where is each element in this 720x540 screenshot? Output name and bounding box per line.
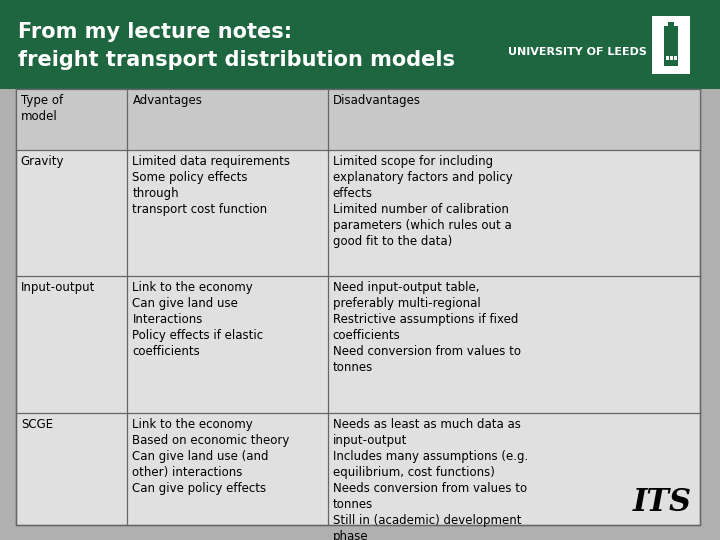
Text: ITS: ITS — [633, 487, 692, 518]
Text: Input-output: Input-output — [21, 281, 95, 294]
Text: SCGE: SCGE — [21, 418, 53, 431]
Text: Gravity: Gravity — [21, 155, 64, 168]
Text: Disadvantages: Disadvantages — [333, 94, 420, 107]
Text: From my lecture notes:: From my lecture notes: — [18, 22, 292, 42]
Text: freight transport distribution models: freight transport distribution models — [18, 50, 455, 70]
Text: Advantages: Advantages — [132, 94, 202, 107]
Bar — [652, 16, 690, 73]
Bar — [673, 56, 677, 59]
Bar — [16, 89, 700, 150]
Text: Type of
model: Type of model — [21, 94, 63, 123]
Bar — [668, 22, 674, 33]
Text: UNIVERSITY OF LEEDS: UNIVERSITY OF LEEDS — [508, 46, 647, 57]
Text: Need input-output table,
preferably multi-regional
Restrictive assumptions if fi: Need input-output table, preferably mult… — [333, 281, 521, 374]
Bar — [664, 25, 678, 65]
Text: Limited scope for including
explanatory factors and policy
effects
Limited numbe: Limited scope for including explanatory … — [333, 155, 513, 248]
Bar — [665, 56, 668, 59]
Text: Link to the economy
Can give land use
Interactions
Policy effects if elastic
coe: Link to the economy Can give land use In… — [132, 281, 264, 359]
Bar — [16, 89, 700, 525]
Bar — [0, 0, 720, 89]
Text: Needs as least as much data as
input-output
Includes many assumptions (e.g.
equi: Needs as least as much data as input-out… — [333, 418, 528, 540]
Bar — [670, 56, 672, 59]
Text: Limited data requirements
Some policy effects
through
transport cost function: Limited data requirements Some policy ef… — [132, 155, 290, 216]
Text: Link to the economy
Based on economic theory
Can give land use (and
other) inter: Link to the economy Based on economic th… — [132, 418, 290, 495]
